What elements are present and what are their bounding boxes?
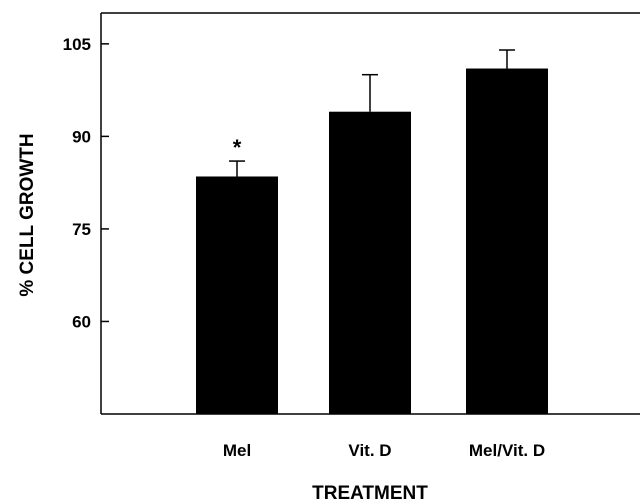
- x-category-label: Vit. D: [348, 441, 391, 460]
- x-axis-title: TREATMENT: [312, 483, 428, 504]
- y-axis-title: % CELL GROWTH: [17, 133, 38, 296]
- annotations: *: [233, 135, 242, 160]
- bar: [196, 176, 278, 414]
- y-tick-label: 75: [72, 220, 91, 239]
- y-tick-label: 105: [63, 35, 91, 54]
- y-axis-ticks: 60 75 90 105: [63, 35, 109, 331]
- bar-series: [196, 68, 548, 415]
- bar: [466, 68, 548, 415]
- y-tick-label: 60: [72, 312, 91, 331]
- x-axis-labels: Mel Vit. D Mel/Vit. D: [223, 441, 545, 460]
- y-tick-label: 90: [72, 127, 91, 146]
- bar: [329, 111, 411, 414]
- x-category-label: Mel: [223, 441, 251, 460]
- error-bars: [229, 49, 515, 177]
- x-category-label: Mel/Vit. D: [469, 441, 545, 460]
- significance-marker: *: [233, 135, 242, 160]
